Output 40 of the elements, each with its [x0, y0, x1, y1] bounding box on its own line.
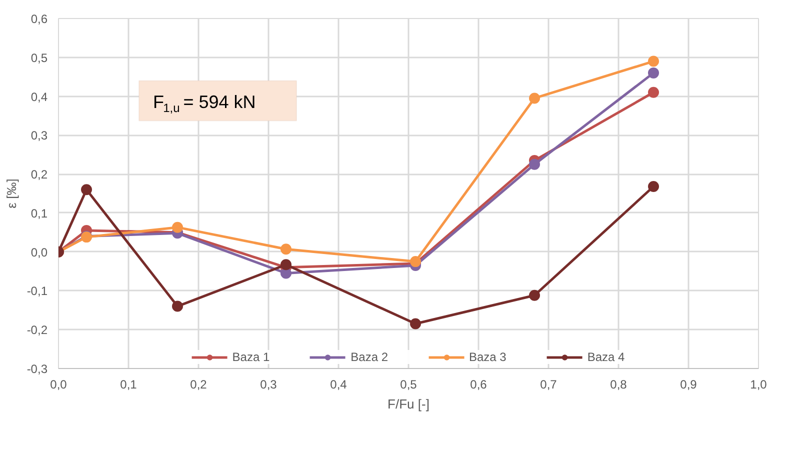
point [648, 56, 659, 67]
point [648, 181, 659, 192]
point [529, 92, 540, 104]
x-tick-label: 0,3 [260, 378, 278, 392]
point [280, 259, 292, 270]
x-tick-label: 0,1 [120, 378, 138, 392]
x-tick-label: 0,7 [540, 378, 558, 392]
y-tick-label: 0,1 [30, 206, 48, 220]
x-tick-label: 0,9 [680, 378, 698, 392]
point [410, 318, 421, 330]
y-tick-label: 0,6 [30, 12, 48, 26]
x-tick-label: 0,4 [330, 378, 348, 392]
legend-label: Baza 2 [350, 350, 388, 364]
point [648, 67, 659, 78]
point [172, 222, 183, 233]
legend-label: Baza 4 [587, 350, 625, 364]
legend-label: Baza 1 [232, 350, 270, 364]
y-tick-label: 0,5 [30, 50, 48, 65]
y-tick-label: 0,3 [30, 128, 48, 143]
x-axis-title: F/Fu [-] [388, 396, 430, 412]
y-tick-label: -0,2 [26, 323, 48, 338]
x-tick-label: 0,6 [470, 378, 488, 392]
y-tick-label: -0,1 [26, 284, 48, 298]
x-tick-label: 0,8 [610, 378, 628, 392]
point [648, 86, 659, 98]
x-tick-label: 0,0 [50, 378, 68, 392]
y-tick-label: 0,4 [30, 90, 48, 104]
y-tick-label: 0,0 [30, 245, 48, 260]
y-axis-title: ε [‰] [4, 178, 19, 208]
y-tick-label: 0,2 [30, 168, 48, 182]
point [529, 290, 540, 301]
x-tick-label: 1,0 [750, 378, 768, 392]
point [280, 244, 292, 255]
x-tick-label: 0,5 [400, 378, 418, 392]
y-tick-label: -0,3 [26, 362, 48, 376]
legend-label: Baza 3 [469, 350, 506, 364]
point [81, 184, 92, 196]
point [172, 300, 183, 312]
x-tick-label: 0,2 [190, 378, 208, 392]
point [529, 158, 540, 170]
